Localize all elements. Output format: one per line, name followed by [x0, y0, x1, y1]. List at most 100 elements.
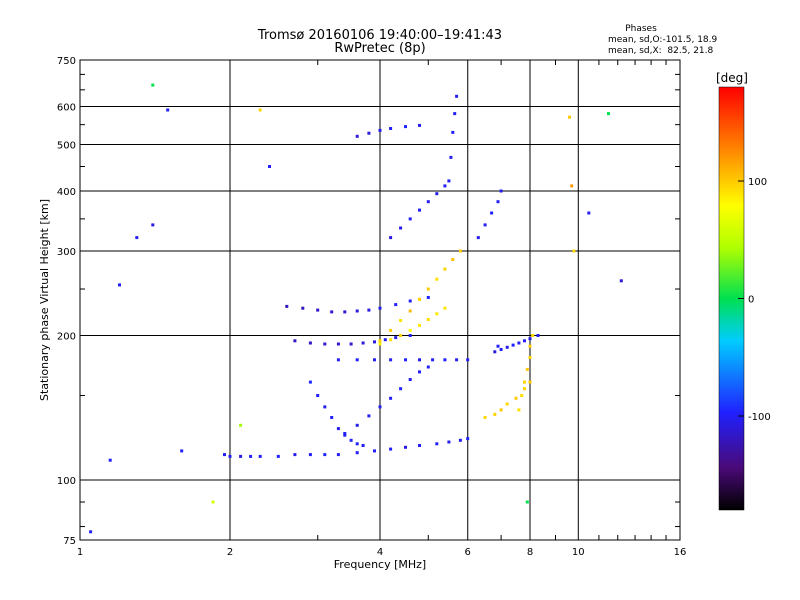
data-point [389, 236, 393, 240]
data-point [523, 380, 526, 384]
data-point [496, 200, 500, 204]
data-point [361, 444, 365, 447]
colorbar-ticks: -100 0 100 [738, 177, 771, 423]
y-tick-label: 100 [57, 476, 76, 487]
data-point [447, 179, 451, 183]
data-point [316, 308, 320, 312]
data-point [514, 396, 518, 400]
data-point [336, 358, 340, 362]
data-point [426, 200, 430, 204]
data-point [308, 380, 312, 384]
data-point [431, 358, 435, 362]
data-point [525, 500, 529, 504]
data-point [418, 358, 421, 362]
y-tick-label: 75 [63, 536, 76, 547]
data-point [435, 442, 439, 446]
chart-subtitle: RwPretec (8p) [334, 41, 425, 56]
data-point [505, 345, 509, 349]
data-point [343, 432, 347, 435]
data-point [466, 358, 470, 362]
y-tick-label: 750 [57, 56, 76, 67]
data-point [89, 530, 93, 534]
data-point [378, 128, 382, 132]
data-points [89, 83, 623, 534]
data-point [399, 387, 403, 391]
data-point [373, 449, 376, 453]
data-point [458, 249, 462, 253]
y-tick-label: 300 [57, 247, 76, 258]
data-point [418, 123, 421, 127]
colorbar-tick-label: 100 [748, 177, 767, 188]
phase-info-o: mean, sd,O:-101.5, 18.9 [608, 35, 718, 45]
data-point [373, 340, 376, 344]
data-point [285, 304, 289, 308]
data-point [293, 453, 297, 457]
data-point [451, 258, 455, 261]
data-point [435, 312, 439, 316]
data-point [383, 338, 387, 342]
data-point [336, 427, 340, 431]
data-point [525, 367, 529, 371]
data-point [511, 343, 515, 347]
x-tick-label: 8 [527, 547, 533, 558]
data-point [258, 454, 262, 458]
data-point [408, 378, 412, 381]
data-point [367, 308, 371, 312]
data-point [355, 134, 359, 138]
data-point [499, 189, 503, 193]
data-point [418, 323, 421, 327]
data-point [343, 310, 347, 314]
data-point [466, 437, 470, 441]
data-point [520, 394, 524, 397]
x-tick-label: 16 [674, 547, 687, 558]
data-point [496, 344, 500, 348]
data-point [443, 306, 447, 310]
y-tick-label: 500 [57, 141, 76, 152]
data-point [476, 236, 480, 240]
data-point [528, 356, 532, 359]
data-point [418, 208, 421, 212]
data-point [408, 299, 412, 303]
data-point [258, 108, 262, 112]
data-point [378, 342, 382, 346]
colorbar-label: [deg] [716, 71, 748, 85]
data-point [483, 223, 487, 227]
data-point [330, 310, 334, 314]
data-point [378, 405, 382, 409]
data-point [418, 444, 421, 447]
data-point [361, 341, 365, 345]
data-point [389, 338, 393, 342]
phase-info-heading: Phases [625, 24, 657, 34]
x-tick-label: 4 [377, 547, 383, 558]
data-point [418, 297, 421, 301]
data-point [330, 416, 334, 419]
data-point [443, 358, 447, 362]
data-point [528, 344, 532, 348]
data-point [355, 358, 359, 362]
data-point [523, 387, 526, 391]
data-point [536, 334, 540, 337]
data-point [493, 350, 497, 354]
y-tick-label: 200 [57, 332, 76, 343]
data-point [528, 380, 532, 384]
data-point [408, 217, 412, 221]
data-point [378, 306, 382, 310]
data-point [349, 342, 353, 346]
x-tick-label: 6 [465, 547, 471, 558]
data-point [455, 358, 459, 362]
data-point [399, 319, 403, 322]
data-point [349, 438, 353, 442]
colorbar-tick-label: 0 [748, 295, 754, 306]
data-point [323, 453, 327, 457]
data-point [572, 249, 576, 253]
data-point [223, 453, 226, 457]
x-axis-ticks: 1 2 4 6 8 10 16 [77, 60, 687, 558]
data-point [493, 412, 497, 416]
data-point [239, 423, 243, 427]
data-point [453, 112, 457, 116]
data-point [408, 334, 412, 337]
data-point [528, 337, 532, 341]
data-point [399, 226, 403, 230]
data-point [394, 303, 398, 307]
grid-lines [80, 60, 680, 540]
